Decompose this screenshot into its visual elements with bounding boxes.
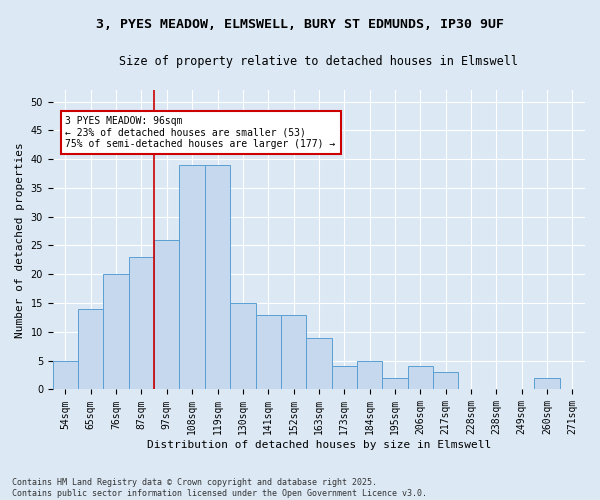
Bar	[129, 257, 154, 390]
Bar	[256, 314, 281, 390]
X-axis label: Distribution of detached houses by size in Elmswell: Distribution of detached houses by size …	[147, 440, 491, 450]
Bar	[53, 360, 78, 390]
Text: 3 PYES MEADOW: 96sqm
← 23% of detached houses are smaller (53)
75% of semi-detac: 3 PYES MEADOW: 96sqm ← 23% of detached h…	[65, 116, 335, 149]
Bar	[382, 378, 407, 390]
Bar	[407, 366, 433, 390]
Bar	[433, 372, 458, 390]
Text: 3, PYES MEADOW, ELMSWELL, BURY ST EDMUNDS, IP30 9UF: 3, PYES MEADOW, ELMSWELL, BURY ST EDMUND…	[96, 18, 504, 30]
Bar	[281, 314, 306, 390]
Bar	[230, 303, 256, 390]
Bar	[205, 165, 230, 390]
Bar	[535, 378, 560, 390]
Bar	[332, 366, 357, 390]
Y-axis label: Number of detached properties: Number of detached properties	[15, 142, 25, 338]
Bar	[154, 240, 179, 390]
Bar	[103, 274, 129, 390]
Bar	[78, 309, 103, 390]
Bar	[179, 165, 205, 390]
Bar	[306, 338, 332, 390]
Title: Size of property relative to detached houses in Elmswell: Size of property relative to detached ho…	[119, 55, 518, 68]
Text: Contains HM Land Registry data © Crown copyright and database right 2025.
Contai: Contains HM Land Registry data © Crown c…	[12, 478, 427, 498]
Bar	[357, 360, 382, 390]
